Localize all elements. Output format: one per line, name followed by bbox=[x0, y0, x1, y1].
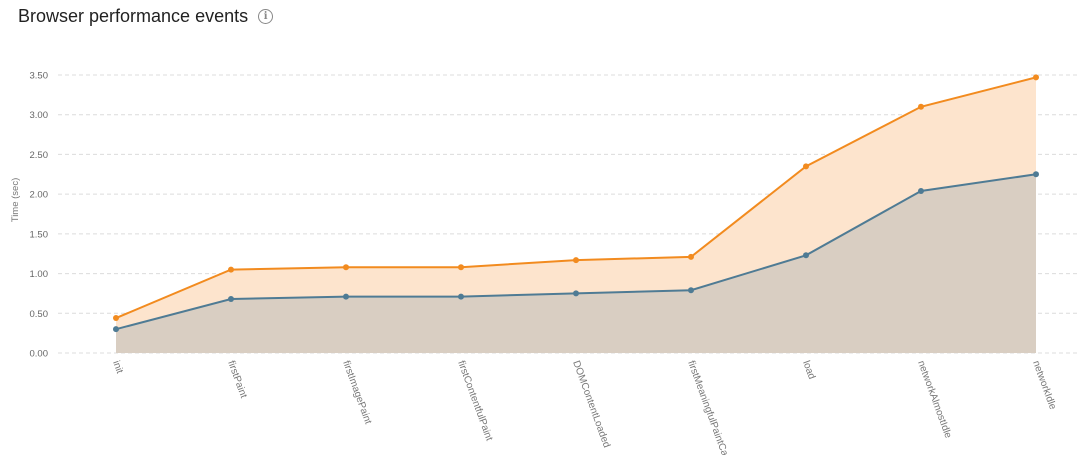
series-1-point[interactable] bbox=[803, 252, 809, 259]
series-1-point[interactable] bbox=[1033, 171, 1039, 178]
info-icon[interactable]: i bbox=[258, 9, 274, 24]
series-1-point[interactable] bbox=[343, 293, 349, 300]
series-1-point[interactable] bbox=[688, 287, 694, 294]
chart-title: Browser performance events bbox=[18, 6, 249, 26]
series-1-point[interactable] bbox=[918, 187, 924, 194]
x-tick-label: load bbox=[800, 359, 817, 381]
x-tick-label: DOMContentLoaded bbox=[570, 359, 612, 449]
series-0-point[interactable] bbox=[343, 264, 349, 271]
x-tick-label: firstContentfulPaint bbox=[455, 359, 494, 442]
y-tick-label: 2.50 bbox=[30, 150, 49, 161]
y-tick-label: 0.00 bbox=[30, 349, 49, 360]
x-tick-label: networkAlmostIdle bbox=[915, 359, 953, 440]
series-1-area bbox=[116, 174, 1036, 353]
y-tick-label: 2.00 bbox=[30, 190, 49, 201]
series-0-point[interactable] bbox=[688, 253, 694, 260]
series-1-point[interactable] bbox=[458, 293, 464, 300]
series-0-point[interactable] bbox=[918, 103, 924, 110]
y-tick-label: 3.50 bbox=[30, 71, 49, 82]
series-0-point[interactable] bbox=[803, 163, 809, 170]
series-0-point[interactable] bbox=[458, 264, 464, 271]
series-1-point[interactable] bbox=[228, 295, 234, 302]
chart-header: Browser performance events i bbox=[18, 6, 274, 27]
x-tick-label: firstPaint bbox=[225, 359, 249, 400]
series-0-point[interactable] bbox=[113, 315, 119, 322]
y-tick-label: 3.00 bbox=[30, 110, 49, 121]
series-0-point[interactable] bbox=[573, 257, 579, 264]
y-tick-label: 1.50 bbox=[30, 229, 49, 240]
series-0-point[interactable] bbox=[228, 266, 234, 273]
series-1-point[interactable] bbox=[573, 290, 579, 297]
x-tick-label: init bbox=[110, 359, 125, 375]
x-tick-label: networkIdle bbox=[1030, 359, 1058, 411]
series-1-point[interactable] bbox=[113, 326, 119, 333]
y-tick-label: 0.50 bbox=[30, 309, 49, 320]
series-0-point[interactable] bbox=[1033, 74, 1039, 81]
x-tick-label: firstImagePaint bbox=[340, 359, 373, 426]
y-axis-label: Time (sec) bbox=[10, 178, 21, 223]
y-tick-label: 1.00 bbox=[30, 269, 49, 280]
x-tick-label: firstMeaningfulPaintCa bbox=[685, 359, 730, 455]
